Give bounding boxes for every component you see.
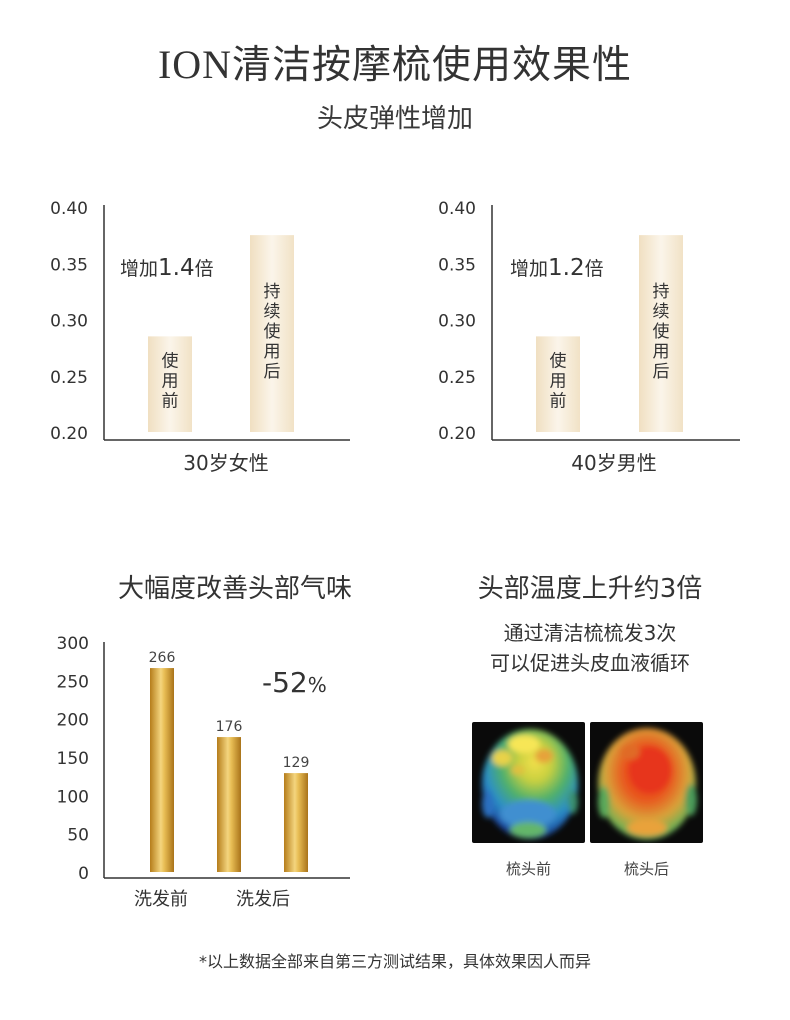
y-tick-label: 0	[78, 864, 89, 884]
y-tick-label: 0.40	[438, 199, 476, 219]
data-label: 176	[216, 719, 243, 735]
thermal-image-before	[472, 722, 585, 843]
bar	[284, 773, 308, 872]
bar-label: 使用前	[550, 350, 567, 411]
y-tick-label: 150	[57, 749, 89, 769]
footnote: *以上数据全部来自第三方测试结果，具体效果因人而异	[198, 952, 591, 971]
thermal-caption: 通过清洁梳梳发3次 可以促进头皮血液循环	[430, 618, 750, 678]
y-tick-label: 0.20	[50, 424, 88, 444]
bar	[250, 235, 294, 432]
title-latin: ION	[157, 42, 233, 87]
chart-odor: 300 250 200 150 100 50 0 266 176 129 -52% 洗发前 洗发…	[57, 634, 350, 910]
thermal-title: 头部温度上升约3倍	[477, 574, 703, 604]
caption-line-2: 可以促进头皮血液循环	[490, 651, 690, 675]
x-axis-label: 40岁男性	[571, 451, 656, 475]
bar	[217, 737, 241, 872]
y-tick-label: 200	[57, 711, 89, 731]
y-tick-label: 100	[57, 787, 89, 807]
bar	[148, 336, 192, 432]
x-tick-label: 洗发前	[134, 889, 188, 910]
data-label: 129	[283, 755, 310, 771]
thermal-after-label: 梳头后	[623, 860, 669, 878]
title-cjk: 清洁按摩梳使用效果性	[232, 43, 633, 88]
thermal-before-label: 梳头前	[505, 860, 551, 878]
y-tick-label: 300	[57, 634, 89, 654]
x-tick-label: 洗发后	[236, 889, 290, 910]
bar	[536, 336, 580, 432]
annotation: 增加1.4倍	[120, 255, 214, 281]
page-subtitle: 头皮弹性增加	[316, 104, 473, 134]
chart-40m: 0.40 0.35 0.30 0.25 0.20 使用前 持续使用后 增加1.2倍 40岁…	[438, 199, 740, 475]
y-tick-label: 0.40	[50, 199, 88, 219]
y-tick-label: 250	[57, 672, 89, 692]
y-tick-label: 0.35	[50, 255, 88, 275]
x-axis-label: 30岁女性	[183, 451, 268, 475]
y-tick-label: 0.20	[438, 424, 476, 444]
data-label: 266	[149, 650, 176, 666]
y-tick-label: 0.25	[50, 368, 88, 388]
bar	[150, 668, 174, 872]
annotation: 增加1.2倍	[510, 255, 604, 281]
y-tick-label: 0.30	[50, 312, 88, 332]
y-tick-label: 50	[67, 826, 89, 846]
page-title: ION清洁按摩梳使用效果性	[0, 34, 790, 90]
bar-label: 持续使用后	[264, 282, 281, 382]
odor-chart-title: 大幅度改善头部气味	[117, 574, 352, 604]
y-tick-label: 0.25	[438, 368, 476, 388]
bar-label: 使用前	[162, 350, 179, 411]
y-tick-label: 0.35	[438, 255, 476, 275]
bar-label: 持续使用后	[653, 282, 670, 382]
annotation: -52%	[262, 666, 327, 699]
caption-line-1: 通过清洁梳梳发3次	[503, 621, 677, 645]
bar	[639, 235, 683, 432]
thermal-image-after	[590, 722, 703, 843]
y-tick-label: 0.30	[438, 312, 476, 332]
chart-30f: 0.40 0.35 0.30 0.25 0.20 使用前 持续使用后 增加1.4倍 30岁…	[50, 199, 350, 475]
